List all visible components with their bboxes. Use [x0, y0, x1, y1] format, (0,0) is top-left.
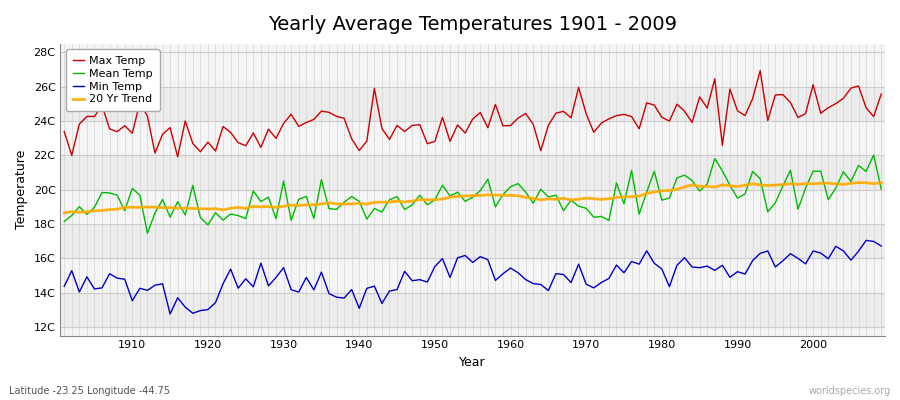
- Mean Temp: [142, 231, 153, 236]
- Min Temp: [876, 244, 886, 248]
- Text: Latitude -23.25 Longitude -44.75: Latitude -23.25 Longitude -44.75: [9, 386, 170, 396]
- Bar: [60, 224, 885, 258]
- Bar: [60, 52, 885, 87]
- Line: Max Temp: Max Temp: [64, 70, 881, 157]
- Min Temp: [338, 296, 349, 300]
- Bar: [60, 258, 885, 293]
- Legend: Max Temp, Mean Temp, Min Temp, 20 Yr Trend: Max Temp, Mean Temp, Min Temp, 20 Yr Tre…: [66, 50, 159, 111]
- Bar: [60, 121, 885, 156]
- Mean Temp: [338, 200, 349, 204]
- Mean Temp: [876, 187, 886, 192]
- Text: worldspecies.org: worldspecies.org: [809, 386, 891, 396]
- Y-axis label: Temperature: Temperature: [15, 150, 28, 230]
- Max Temp: [505, 123, 516, 128]
- Mean Temp: [868, 152, 879, 157]
- Min Temp: [505, 266, 516, 270]
- Min Temp: [165, 312, 176, 316]
- 20 Yr Trend: [331, 201, 342, 206]
- Line: Mean Temp: Mean Temp: [64, 155, 881, 233]
- Max Temp: [755, 68, 766, 73]
- Mean Temp: [505, 184, 516, 189]
- 20 Yr Trend: [285, 203, 296, 208]
- Max Temp: [604, 116, 615, 121]
- Bar: [60, 293, 885, 327]
- Min Temp: [120, 277, 130, 282]
- Mean Temp: [293, 197, 304, 202]
- Mean Temp: [604, 218, 615, 223]
- Max Temp: [120, 123, 130, 128]
- Max Temp: [58, 129, 69, 134]
- Line: 20 Yr Trend: 20 Yr Trend: [64, 183, 881, 213]
- 20 Yr Trend: [120, 205, 130, 210]
- 20 Yr Trend: [596, 197, 607, 202]
- Max Temp: [876, 92, 886, 96]
- Line: Min Temp: Min Temp: [64, 240, 881, 314]
- Bar: [60, 190, 885, 224]
- Max Temp: [172, 154, 183, 159]
- Bar: [60, 87, 885, 121]
- Min Temp: [58, 284, 69, 289]
- Max Temp: [293, 124, 304, 129]
- Min Temp: [604, 276, 615, 281]
- Max Temp: [513, 116, 524, 120]
- Min Temp: [293, 290, 304, 294]
- 20 Yr Trend: [876, 180, 886, 185]
- Title: Yearly Average Temperatures 1901 - 2009: Yearly Average Temperatures 1901 - 2009: [268, 15, 677, 34]
- 20 Yr Trend: [498, 193, 508, 198]
- Mean Temp: [120, 208, 130, 213]
- 20 Yr Trend: [505, 193, 516, 198]
- 20 Yr Trend: [58, 210, 69, 215]
- Bar: [60, 156, 885, 190]
- Max Temp: [338, 116, 349, 121]
- X-axis label: Year: Year: [459, 356, 486, 369]
- Mean Temp: [513, 181, 524, 186]
- Min Temp: [860, 238, 871, 243]
- Mean Temp: [58, 219, 69, 224]
- Min Temp: [513, 270, 524, 275]
- 20 Yr Trend: [853, 180, 864, 185]
